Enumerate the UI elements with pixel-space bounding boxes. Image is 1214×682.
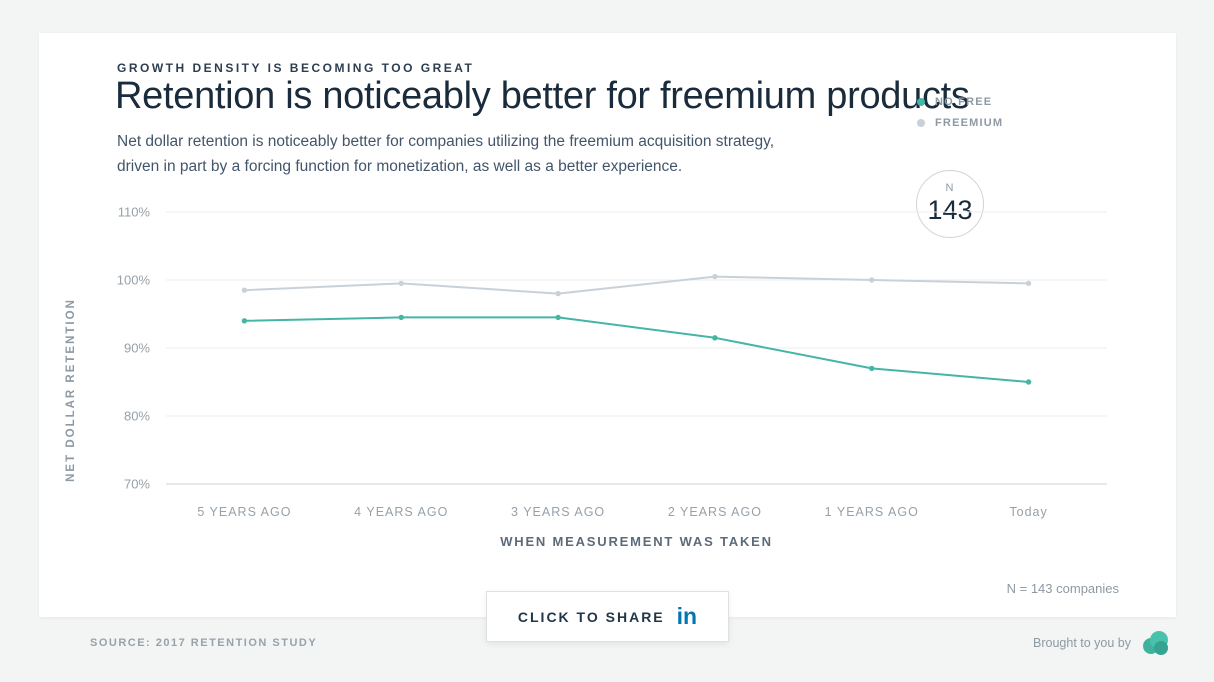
data-point-no-free — [241, 318, 248, 324]
brand-logo-icon — [1143, 631, 1168, 655]
sample-size-label: N — [945, 182, 955, 194]
data-point-no-free — [555, 314, 561, 321]
retention-line-chart: 110% 100% 90% 80% 70% 5 YEARS AGO 4 YEARS AGO 3… — [117, 205, 1107, 549]
subtitle: Net dollar retention is noticeably bette… — [117, 129, 774, 179]
eyebrow-heading: GROWTH DENSITY IS BECOMING TOO GREAT — [117, 61, 475, 75]
data-point-no-free — [398, 314, 404, 321]
sample-note: N = 143 companies — [1006, 581, 1119, 596]
x-tick-label: 2 YEARS AGO — [668, 505, 762, 519]
y-tick-label: 110% — [118, 205, 151, 220]
data-point-freemium — [869, 277, 875, 283]
x-tick-label: 4 YEARS AGO — [354, 505, 448, 519]
data-point-freemium — [398, 280, 404, 287]
x-tick-label: 3 YEARS AGO — [511, 505, 605, 519]
chart-card: GROWTH DENSITY IS BECOMING TOO GREAT Ret… — [39, 33, 1176, 617]
chart-legend: NO FREE FREEMIUM — [917, 96, 1003, 138]
series-line-no-free — [244, 316, 1029, 383]
y-tick-label: 80% — [124, 409, 150, 424]
brand-attribution: Brought to you by — [1033, 629, 1170, 657]
y-tick-label: 70% — [124, 477, 150, 492]
data-point-no-free — [1025, 379, 1032, 385]
share-button-label: CLICK TO SHARE — [517, 608, 665, 625]
data-point-no-free — [869, 365, 875, 372]
click-to-share-button[interactable]: CLICK TO SHARE in — [486, 591, 729, 642]
x-tick-label: Today — [1009, 505, 1047, 519]
source-note: SOURCE: 2017 RETENTION STUDY — [90, 637, 318, 649]
data-point-no-free — [712, 335, 718, 341]
legend-label-freemium: FREEMIUM — [935, 117, 1004, 129]
y-tick-label: 100% — [117, 273, 151, 288]
legend-label-no-free: NO FREE — [935, 96, 993, 108]
y-axis-title: NET DOLLAR RETENTION — [65, 298, 77, 482]
data-point-freemium — [241, 287, 248, 293]
sample-size-badge: N 143 — [916, 170, 984, 238]
subtitle-line-1: Net dollar retention is noticeably bette… — [117, 133, 775, 150]
legend-item-freemium: FREEMIUM — [917, 117, 1003, 129]
sample-size-value: 143 — [927, 195, 973, 225]
page-title: Retention is noticeably better for freem… — [115, 75, 970, 117]
legend-dot-no-free-icon — [917, 98, 925, 106]
series-line-freemium — [244, 275, 1029, 295]
data-point-freemium — [555, 290, 561, 297]
x-tick-label: 5 YEARS AGO — [197, 505, 291, 519]
y-tick-label: 90% — [124, 341, 150, 356]
linkedin-icon: in — [676, 603, 698, 629]
data-point-freemium — [712, 273, 718, 280]
subtitle-line-2: driven in part by a forcing function for… — [117, 158, 683, 175]
x-tick-label: 1 YEARS AGO — [825, 505, 919, 519]
x-axis-title: WHEN MEASUREMENT WAS TAKEN — [500, 534, 773, 549]
legend-dot-freemium-icon — [917, 119, 925, 127]
data-point-freemium — [1025, 280, 1032, 287]
legend-item-no-free: NO FREE — [917, 96, 1003, 108]
brought-by-label: Brought to you by — [1033, 636, 1131, 650]
